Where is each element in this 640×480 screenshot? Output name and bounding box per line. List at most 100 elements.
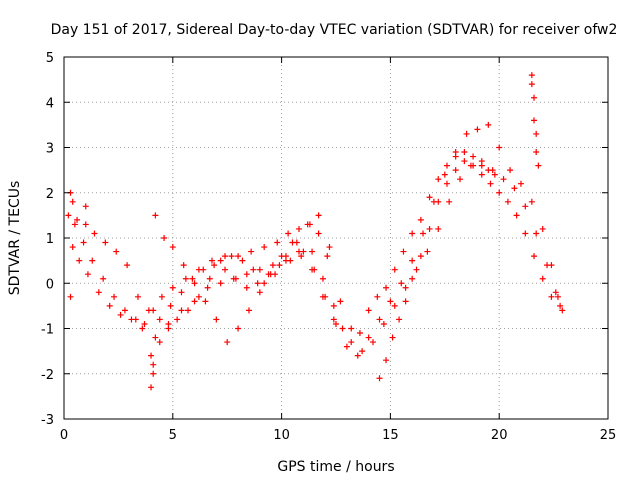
data-point [400,248,407,255]
data-point [369,339,376,346]
data-point [413,266,420,273]
data-point [443,180,450,187]
data-point [487,180,494,187]
data-point [256,289,263,296]
data-point [383,357,390,364]
data-point [152,212,159,219]
y-tick-label: 4 [46,96,54,111]
y-axis-label: SDTVAR / TECUs [7,181,23,296]
data-point [396,316,403,323]
data-point [82,203,89,210]
data-point [426,225,433,232]
data-point [191,280,198,287]
data-point [522,230,529,237]
data-point [82,221,89,228]
x-axis-label: GPS time / hours [277,459,394,475]
x-tick-label: 0 [60,428,68,443]
data-point [309,248,316,255]
data-point [496,189,503,196]
data-point [409,230,416,237]
data-point [165,325,172,332]
data-point [500,176,507,183]
axis-ticks: 0 5 10 15 20 25 -3 -2 -1 0 1 2 3 4 5 [41,51,616,443]
data-point [387,298,394,305]
data-point [330,316,337,323]
data-point [330,302,337,309]
data-point [169,284,176,291]
data-point [235,325,242,332]
data-point [533,149,540,156]
data-point [389,334,396,341]
data-point [539,225,546,232]
data-point [441,171,448,178]
data-point [285,230,292,237]
data-point [409,275,416,282]
data-point [531,94,538,101]
data-point [74,216,81,223]
data-point [217,280,224,287]
data-point [232,275,239,282]
data-point [337,298,344,305]
data-point [528,198,535,205]
data-point [200,266,207,273]
y-tick-label: 0 [46,277,54,292]
data-point [311,266,318,273]
data-point [148,352,155,359]
data-point [84,271,91,278]
data-point [217,257,224,264]
data-point [533,230,540,237]
data-point [374,293,381,300]
data-point [435,225,442,232]
data-point [446,198,453,205]
grid [64,57,608,419]
data-point [296,225,303,232]
data-point [269,262,276,269]
data-point [457,176,464,183]
data-point [156,316,163,323]
y-tick-label: 3 [46,142,54,157]
data-point [152,334,159,341]
data-point [117,311,124,318]
data-point [261,280,268,287]
data-point [208,257,215,264]
data-point [191,298,198,305]
y-tick-label: 2 [46,187,54,202]
data-point [178,307,185,314]
data-point [202,298,209,305]
data-point [91,230,98,237]
data-point [491,171,498,178]
data-point [254,280,261,287]
data-points [65,72,566,391]
data-point [513,212,520,219]
data-point [348,325,355,332]
data-point [463,130,470,137]
data-point [522,203,529,210]
data-point [128,316,135,323]
data-point [76,257,83,264]
data-point [139,325,146,332]
data-point [528,72,535,79]
data-point [248,248,255,255]
data-point [474,126,481,133]
data-point [100,275,107,282]
data-point [452,167,459,174]
data-point [222,266,229,273]
data-point [478,171,485,178]
y-tick-label: -3 [41,413,54,428]
data-point [239,257,246,264]
data-point [189,275,196,282]
data-point [298,253,305,260]
chart-title: Day 151 of 2017, Sidereal Day-to-day VTE… [51,22,618,38]
data-point [531,117,538,124]
x-tick-label: 20 [491,428,508,443]
data-point [420,230,427,237]
data-point [426,194,433,201]
data-point [398,280,405,287]
data-point [235,253,242,260]
data-point [195,293,202,300]
x-tick-label: 5 [169,428,177,443]
data-point [213,316,220,323]
x-tick-label: 15 [382,428,399,443]
data-point [376,375,383,382]
